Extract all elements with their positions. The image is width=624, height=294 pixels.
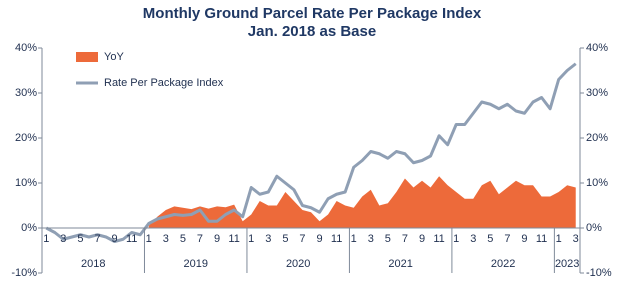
year-label: 2021 <box>388 258 412 270</box>
y-tick-label: 20% <box>15 132 37 144</box>
x-tick-label: 1 <box>146 233 152 245</box>
x-tick-label: 7 <box>402 233 408 245</box>
x-tick-label: 1 <box>453 233 459 245</box>
area <box>148 176 576 228</box>
x-tick-label: 5 <box>385 233 391 245</box>
y-tick-label: 10% <box>15 177 37 189</box>
x-tick-label: 5 <box>487 233 493 245</box>
y2-tick-label: 0% <box>586 222 602 234</box>
legend-swatch <box>76 52 98 62</box>
x-tick-label: 11 <box>126 233 137 245</box>
x-tick-label: 1 <box>248 233 254 245</box>
x-tick-label: 11 <box>331 233 342 245</box>
x-tick-label: 7 <box>197 233 203 245</box>
line <box>45 62 577 243</box>
x-tick-label: 3 <box>368 233 374 245</box>
x-tick-label: 3 <box>573 233 579 245</box>
x-tick-label: 7 <box>504 233 510 245</box>
x-tick-label: 3 <box>470 233 476 245</box>
x-tick-label: 9 <box>419 233 425 245</box>
y-tick-label: 30% <box>15 87 37 99</box>
y-tick-label: 40% <box>15 42 37 54</box>
x-tick-label: 1 <box>43 233 49 245</box>
y2-tick-label: 20% <box>586 132 608 144</box>
x-tick-label: 9 <box>214 233 220 245</box>
year-label: 2019 <box>183 258 207 270</box>
y2-tick-label: 30% <box>586 87 608 99</box>
x-tick-label: 5 <box>77 233 83 245</box>
year-label: 2018 <box>81 258 105 270</box>
x-tick-label: 7 <box>299 233 305 245</box>
x-tick-label: 5 <box>180 233 186 245</box>
x-tick-label: 5 <box>282 233 288 245</box>
x-tick-label: 1 <box>351 233 357 245</box>
x-tick-label: 11 <box>536 233 547 245</box>
legend-label: YoY <box>104 51 124 63</box>
x-tick-label: 11 <box>433 233 444 245</box>
x-tick-label: 3 <box>60 233 66 245</box>
x-tick-label: 9 <box>112 233 118 245</box>
y2-tick-label: 10% <box>586 177 608 189</box>
y2-tick-label: -10% <box>586 267 612 279</box>
x-tick-label: 7 <box>94 233 100 245</box>
x-tick-label: 11 <box>228 233 239 245</box>
y2-tick-label: 40% <box>586 42 608 54</box>
year-label: 2022 <box>491 258 515 270</box>
x-tick-label: 1 <box>556 233 562 245</box>
chart-subtitle: Jan. 2018 as Base <box>248 23 376 40</box>
y-tick-label: 0% <box>21 222 37 234</box>
x-tick-label: 3 <box>265 233 271 245</box>
x-tick-label: 9 <box>316 233 322 245</box>
x-tick-label: 3 <box>163 233 169 245</box>
legend-label: Rate Per Package Index <box>104 77 224 89</box>
year-label: 2023 <box>555 258 579 270</box>
y-tick-label: -10% <box>11 267 37 279</box>
chart-title: Monthly Ground Parcel Rate Per Package I… <box>143 5 482 22</box>
year-label: 2020 <box>286 258 310 270</box>
x-tick-label: 9 <box>521 233 527 245</box>
